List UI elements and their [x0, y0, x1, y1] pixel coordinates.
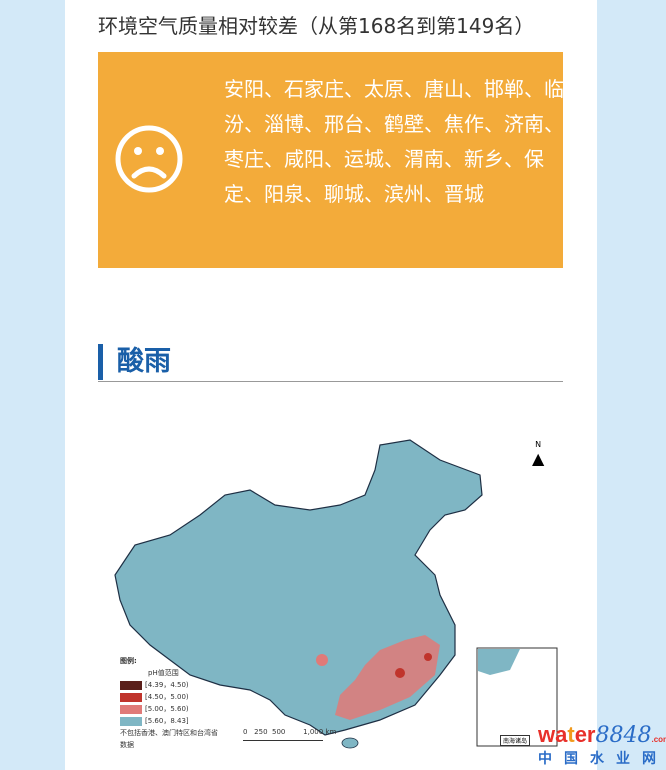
legend-item: [4.50，5.00) [120, 691, 220, 703]
hainan [341, 737, 359, 749]
acid-rain-spot [424, 653, 432, 661]
legend-item: [5.00，5.60) [120, 703, 220, 715]
cities-box: 安阳、石家庄、太原、唐山、邯郸、临汾、淄博、邢台、鹤壁、焦作、济南、枣庄、咸阳、… [98, 52, 564, 268]
legend-item: [4.39，4.50) [120, 679, 220, 691]
section-title: 酸雨 [98, 344, 171, 380]
watermark-logo: water8848.com 中国水业网 [538, 722, 666, 767]
map-legend: 图例: pH值范围 [4.39，4.50) [4.50，5.00) [5.00，… [120, 657, 220, 749]
inset-label: 南海诸岛 [500, 735, 531, 746]
sad-face-icon [115, 125, 183, 193]
north-arrow: N ▲ [532, 440, 545, 468]
acid-rain-map [114, 439, 558, 749]
acid-rain-spot [316, 654, 328, 666]
city-list: 安阳、石家庄、太原、唐山、邯郸、临汾、淄博、邢台、鹤壁、焦作、济南、枣庄、咸阳、… [224, 77, 564, 206]
scale-bar: 0 250 500 1,000 km [243, 728, 336, 741]
acid-rain-region [335, 635, 440, 720]
legend-item: [5.60，8.43] [120, 715, 220, 727]
acid-rain-spot [395, 668, 405, 678]
ranking-subtitle: 环境空气质量相对较差（从第168名到第149名） [98, 14, 535, 38]
section-divider [98, 381, 563, 382]
